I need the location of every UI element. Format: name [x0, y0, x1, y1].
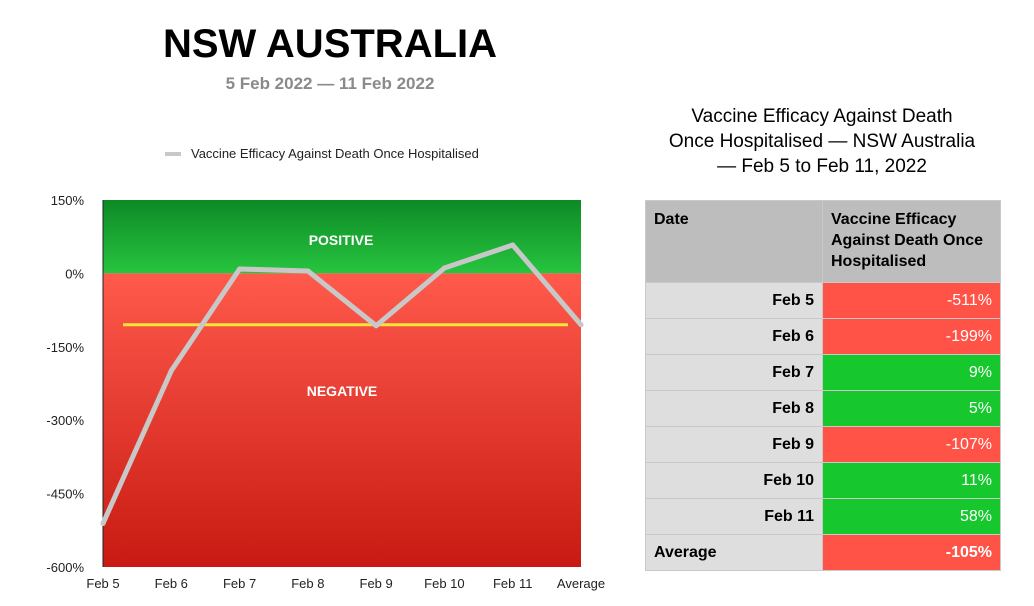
- x-tick-label: Feb 10: [424, 576, 464, 591]
- data-point: [578, 322, 584, 328]
- date-cell: Feb 10: [645, 462, 823, 499]
- column-header-date: Date: [645, 200, 823, 283]
- efficacy-value-cell: 5%: [822, 390, 1001, 427]
- table-row: Feb 6 -199%: [645, 318, 1001, 355]
- efficacy-line-chart: 150% 0% -150% -300% -450% -600%Feb 5 Feb 6 Feb …: [46, 193, 605, 591]
- table-row: Feb 9 -107%: [645, 426, 1001, 463]
- negative-zone-label: NEGATIVE: [307, 383, 378, 399]
- table-title-line: Vaccine Efficacy Against Death: [691, 106, 953, 127]
- efficacy-series-line: [100, 242, 584, 526]
- x-tick-label: Feb 7: [223, 576, 256, 591]
- legend-label: Vaccine Efficacy Against Death Once Hosp…: [191, 146, 479, 161]
- y-tick-label: 150%: [51, 193, 85, 208]
- data-point: [305, 268, 311, 274]
- date-cell: Feb 11: [645, 498, 823, 535]
- table-row: Feb 5 -511%: [645, 282, 1001, 319]
- table-header-row: Date Vaccine Efficacy Against Death Once…: [645, 200, 1001, 283]
- x-tick-label: Feb 8: [291, 576, 324, 591]
- table-row: Feb 11 58%: [645, 498, 1001, 535]
- chart-legend: Vaccine Efficacy Against Death Once Hosp…: [165, 146, 479, 161]
- y-tick-label: -450%: [46, 487, 84, 502]
- efficacy-value-cell: -199%: [822, 318, 1001, 355]
- x-tick-label: Feb 9: [360, 576, 393, 591]
- date-cell: Feb 9: [645, 426, 823, 463]
- date-cell: Feb 8: [645, 390, 823, 427]
- y-tick-label: 0%: [65, 266, 84, 281]
- y-tick-label: -300%: [46, 413, 84, 428]
- legend-swatch: [165, 151, 181, 156]
- page-title: NSW AUSTRALIA: [162, 22, 498, 66]
- table-row: Feb 8 5%: [645, 390, 1001, 427]
- positive-zone: [103, 200, 581, 274]
- table-body: Feb 5 -511% Feb 6 -199% Feb 7 9% Feb 8 5% Feb 9-…: [645, 282, 1001, 571]
- positive-zone-label: POSITIVE: [309, 232, 374, 248]
- x-tick-label: Feb 5: [86, 576, 119, 591]
- table-title-line: — Feb 5 to Feb 11, 2022: [717, 156, 927, 177]
- y-tick-label: -150%: [46, 340, 84, 355]
- efficacy-value-cell: 11%: [822, 462, 1001, 499]
- table-title-line: Once Hospitalised — NSW Australia: [668, 131, 976, 152]
- date-cell: Feb 7: [645, 354, 823, 391]
- table-average-row: Average -105%: [645, 534, 1001, 571]
- x-tick-label: Feb 6: [155, 576, 188, 591]
- efficacy-value-cell: -511%: [822, 282, 1001, 319]
- efficacy-value-cell: -105%: [822, 534, 1001, 571]
- efficacy-value-cell: 9%: [822, 354, 1001, 391]
- efficacy-table: Date Vaccine Efficacy Against Death Once…: [645, 200, 1001, 571]
- data-point: [168, 368, 174, 374]
- column-header-efficacy: Vaccine Efficacy Against Death Once Hosp…: [822, 200, 1001, 283]
- efficacy-value-cell: 58%: [822, 498, 1001, 535]
- date-range-subtitle: 5 Feb 2022 — 11 Feb 2022: [225, 74, 435, 93]
- data-point: [441, 265, 447, 271]
- x-tick-label: Feb 11: [493, 576, 533, 591]
- data-point: [237, 266, 243, 272]
- x-tick-label: Average: [557, 576, 605, 591]
- negative-zone: [103, 273, 581, 567]
- data-point: [373, 323, 379, 329]
- data-point: [100, 520, 106, 526]
- date-cell: Average: [645, 534, 823, 571]
- efficacy-value-cell: -107%: [822, 426, 1001, 463]
- table-row: Feb 10 11%: [645, 462, 1001, 499]
- data-point: [510, 242, 516, 248]
- y-tick-label: -600%: [46, 560, 84, 575]
- table-row: Feb 7 9%: [645, 354, 1001, 391]
- date-cell: Feb 6: [645, 318, 823, 355]
- table-title: Vaccine Efficacy Against Death Once Hosp…: [632, 104, 1012, 179]
- date-cell: Feb 5: [645, 282, 823, 319]
